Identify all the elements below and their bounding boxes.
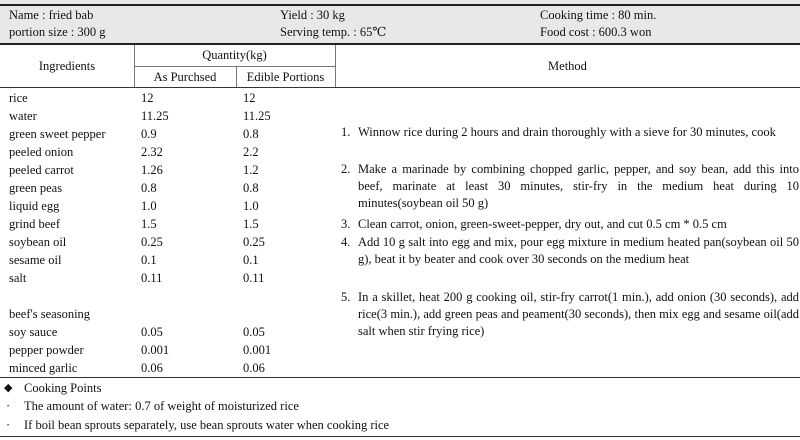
step-number: 3. (341, 217, 351, 231)
ingredient-name: green sweet pepper (9, 127, 106, 141)
step-number: 5. (341, 290, 351, 304)
as-purchased-value: 0.8 (141, 181, 157, 195)
method-step: 1. Winnow rice during 2 hours and drain … (341, 124, 799, 141)
cooking-time: Cooking time : 80 min. (540, 8, 657, 22)
as-purchased-value: 0.001 (141, 343, 170, 357)
ingredient-name: sesame oil (9, 253, 62, 267)
bullet-icon: · (6, 399, 11, 413)
ingredient-name: peeled onion (9, 145, 74, 159)
table-bottom-rule (0, 377, 800, 378)
edible-value: 1.2 (243, 163, 259, 177)
cooking-point-item: The amount of water: 0.7 of weight of mo… (24, 399, 299, 413)
as-purchased-value: 0.9 (141, 127, 157, 141)
step-text: Winnow rice during 2 hours and drain tho… (358, 125, 776, 139)
step-number: 1. (341, 125, 351, 139)
cooking-points-title: Cooking Points (24, 381, 102, 395)
ingredients-header: Ingredients (38, 59, 96, 73)
recipe-name: Name : fried bab (9, 8, 94, 22)
ingredient-name: soy sauce (9, 325, 58, 339)
ingredient-name: liquid egg (9, 199, 60, 213)
as-purchased-value: 11.25 (141, 109, 169, 123)
ingredient-name: minced garlic (9, 361, 78, 375)
edible-value: 0.25 (243, 235, 265, 249)
method-header: Method (548, 59, 587, 73)
step-text: Make a marinade by combining chopped gar… (358, 162, 799, 210)
seasoning-title: beef's seasoning (9, 307, 91, 321)
step-number: 4. (341, 235, 351, 249)
as-purchased-header: As Purchsed (153, 70, 217, 84)
method-step: 3. Clean carrot, onion, green-sweet-pepp… (341, 216, 799, 233)
edible-value: 0.11 (243, 271, 265, 285)
ingredient-name: pepper powder (9, 343, 84, 357)
edible-value: 0.8 (243, 181, 259, 195)
as-purchased-value: 1.26 (141, 163, 163, 177)
col-divider (236, 66, 237, 87)
step-number: 2. (341, 162, 351, 176)
ingredient-name: peeled carrot (9, 163, 74, 177)
step-text: Clean carrot, onion, green-sweet-pepper,… (358, 217, 727, 231)
as-purchased-value: 0.1 (141, 253, 157, 267)
edible-value: 0.1 (243, 253, 259, 267)
as-purchased-value: 0.11 (141, 271, 163, 285)
ingredient-name: soybean oil (9, 235, 67, 249)
ingredient-name: grind beef (9, 217, 61, 231)
method-step: 5. In a skillet, heat 200 g cooking oil,… (341, 289, 799, 340)
as-purchased-value: 12 (141, 91, 154, 105)
as-purchased-value: 0.06 (141, 361, 163, 375)
subheader-rule (134, 66, 335, 67)
serving-temp: Serving temp. : 65℃ (280, 25, 387, 39)
edible-value: 12 (243, 91, 256, 105)
step-text: Add 10 g salt into egg and mix, pour egg… (358, 235, 799, 266)
food-cost: Food cost : 600.3 won (540, 25, 652, 39)
cooking-point-item: If boil bean sprouts separately, use bea… (24, 418, 390, 432)
edible-value: 2.2 (243, 145, 259, 159)
as-purchased-value: 0.25 (141, 235, 163, 249)
edible-value: 11.25 (243, 109, 271, 123)
bottom-rule (0, 436, 800, 437)
edible-value: 1.0 (243, 199, 259, 213)
as-purchased-value: 2.32 (141, 145, 163, 159)
method-step: 2. Make a marinade by combining chopped … (341, 161, 799, 212)
recipe-header (0, 0, 800, 43)
edible-portions-header: Edible Portions (246, 70, 325, 84)
ingredient-name: green peas (9, 181, 63, 195)
ingredient-name: salt (9, 271, 27, 285)
edible-value: 0.001 (243, 343, 272, 357)
edible-value: 1.5 (243, 217, 259, 231)
step-text: In a skillet, heat 200 g cooking oil, st… (358, 290, 799, 338)
portion-size: portion size : 300 g (9, 25, 106, 39)
as-purchased-value: 0.05 (141, 325, 163, 339)
as-purchased-value: 1.5 (141, 217, 157, 231)
quantity-header: Quantity(kg) (202, 48, 267, 62)
ingredient-name: water (9, 109, 37, 123)
col-divider (335, 45, 336, 87)
edible-value: 0.8 (243, 127, 259, 141)
edible-value: 0.05 (243, 325, 265, 339)
ingredient-name: rice (9, 91, 28, 105)
edible-value: 0.06 (243, 361, 265, 375)
header-bottom-rule (0, 87, 800, 88)
bullet-icon: · (6, 418, 11, 432)
recipe-yield: Yield : 30 kg (280, 8, 345, 22)
as-purchased-value: 1.0 (141, 199, 157, 213)
header-rule (0, 43, 800, 45)
method-step: 4. Add 10 g salt into egg and mix, pour … (341, 234, 799, 268)
top-rule (0, 4, 800, 6)
diamond-icon: ◆ (4, 382, 13, 394)
